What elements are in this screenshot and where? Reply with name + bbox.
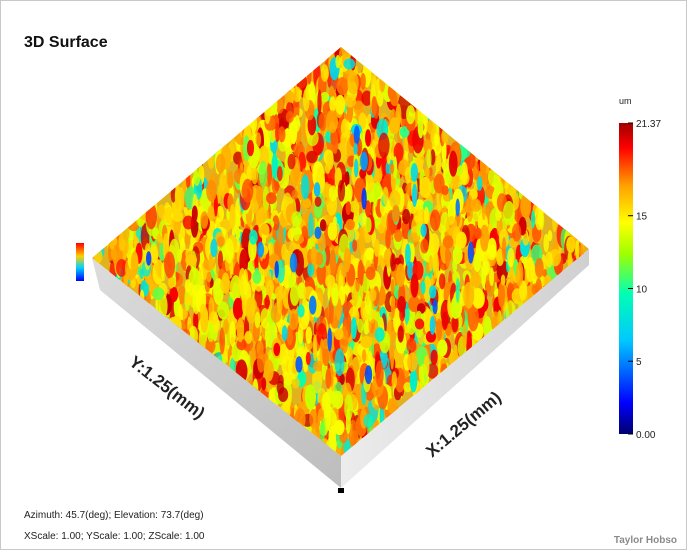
colorbar-tick-label: 0.00: [636, 430, 656, 441]
brand-label: Taylor Hobso: [613, 535, 677, 546]
chart-title: 3D Surface: [24, 34, 108, 51]
base-wall-right: [341, 249, 589, 488]
base-wall-left: [92, 258, 341, 488]
view-angles: Azimuth: 45.7(deg); Elevation: 73.7(deg): [24, 510, 204, 521]
colorbar-ticks: 0.00 5 10 15 21.37: [628, 119, 661, 441]
surface-mesh: [92, 47, 589, 456]
orientation-swatch: [76, 243, 84, 281]
colorbar: [619, 123, 633, 434]
colorbar-tick-label: 15: [636, 212, 648, 223]
axis-scales: XScale: 1.00; YScale: 1.00; ZScale: 1.00: [24, 531, 205, 542]
colorbar-tick-label: 10: [636, 284, 648, 295]
colorbar-tick-label: 21.37: [636, 119, 661, 130]
colorbar-tick-label: 5: [636, 357, 642, 368]
corner-marker: [338, 488, 344, 493]
colorbar-unit: um: [619, 96, 632, 106]
